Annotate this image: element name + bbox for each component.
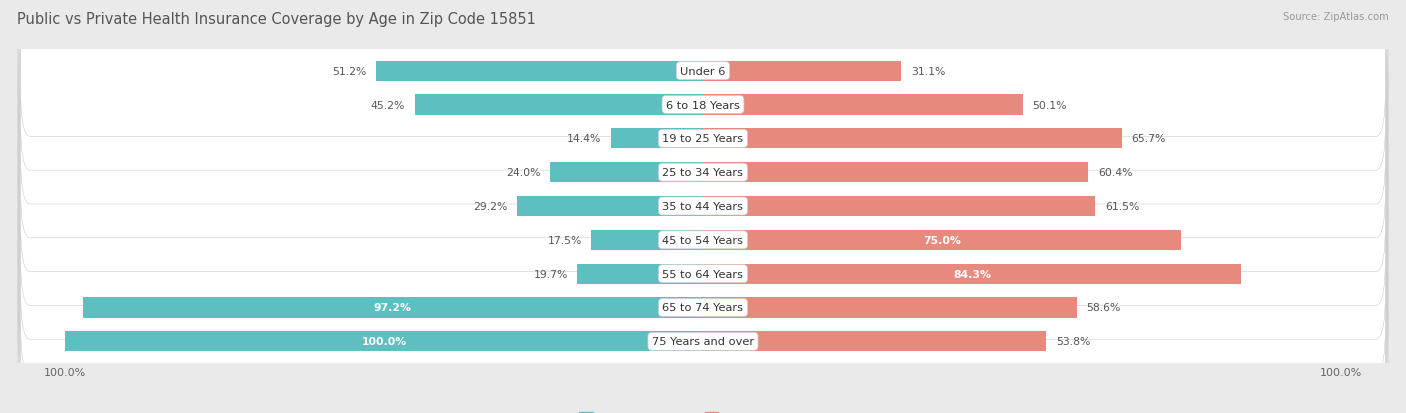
FancyBboxPatch shape	[21, 276, 1385, 407]
Text: 75 Years and over: 75 Years and over	[652, 337, 754, 347]
Text: 25 to 34 Years: 25 to 34 Years	[662, 168, 744, 178]
Text: 97.2%: 97.2%	[374, 303, 412, 313]
Text: 60.4%: 60.4%	[1098, 168, 1132, 178]
Bar	[703, 230, 1181, 250]
Text: 17.5%: 17.5%	[547, 235, 582, 245]
Text: Public vs Private Health Insurance Coverage by Age in Zip Code 15851: Public vs Private Health Insurance Cover…	[17, 12, 536, 27]
Text: 65.7%: 65.7%	[1132, 134, 1166, 144]
FancyBboxPatch shape	[17, 107, 1389, 239]
FancyBboxPatch shape	[17, 39, 1389, 171]
Text: 75.0%: 75.0%	[924, 235, 962, 245]
Bar	[703, 264, 1240, 284]
FancyBboxPatch shape	[17, 6, 1389, 137]
FancyBboxPatch shape	[21, 175, 1385, 306]
Text: 84.3%: 84.3%	[953, 269, 991, 279]
Text: 50.1%: 50.1%	[1032, 100, 1067, 110]
Text: 19.7%: 19.7%	[533, 269, 568, 279]
Bar	[83, 298, 703, 318]
Text: 31.1%: 31.1%	[911, 66, 945, 76]
FancyBboxPatch shape	[17, 174, 1389, 306]
Text: 55 to 64 Years: 55 to 64 Years	[662, 269, 744, 279]
FancyBboxPatch shape	[21, 40, 1385, 171]
Bar	[703, 163, 1088, 183]
Text: Source: ZipAtlas.com: Source: ZipAtlas.com	[1284, 12, 1389, 22]
Text: 24.0%: 24.0%	[506, 168, 540, 178]
Text: 6 to 18 Years: 6 to 18 Years	[666, 100, 740, 110]
Text: 35 to 44 Years: 35 to 44 Years	[662, 202, 744, 211]
FancyBboxPatch shape	[17, 242, 1389, 374]
FancyBboxPatch shape	[17, 276, 1389, 407]
FancyBboxPatch shape	[21, 209, 1385, 339]
Text: 45 to 54 Years: 45 to 54 Years	[662, 235, 744, 245]
FancyBboxPatch shape	[21, 107, 1385, 238]
Bar	[703, 62, 901, 82]
Bar	[703, 298, 1077, 318]
Bar	[592, 230, 703, 250]
FancyBboxPatch shape	[17, 208, 1389, 340]
Bar	[377, 62, 703, 82]
Bar	[703, 196, 1095, 217]
Text: 100.0%: 100.0%	[361, 337, 406, 347]
Text: 53.8%: 53.8%	[1056, 337, 1090, 347]
Bar	[612, 129, 703, 149]
FancyBboxPatch shape	[17, 73, 1389, 205]
Text: 51.2%: 51.2%	[332, 66, 367, 76]
Text: 29.2%: 29.2%	[472, 202, 508, 211]
Bar	[703, 95, 1022, 115]
Bar	[65, 331, 703, 351]
Bar	[703, 129, 1122, 149]
FancyBboxPatch shape	[21, 6, 1385, 137]
Text: 65 to 74 Years: 65 to 74 Years	[662, 303, 744, 313]
Text: Under 6: Under 6	[681, 66, 725, 76]
Legend: Public Insurance, Private Insurance: Public Insurance, Private Insurance	[575, 407, 831, 413]
Text: 58.6%: 58.6%	[1087, 303, 1121, 313]
Bar	[578, 264, 703, 284]
Text: 45.2%: 45.2%	[371, 100, 405, 110]
FancyBboxPatch shape	[21, 141, 1385, 272]
FancyBboxPatch shape	[21, 74, 1385, 204]
Bar	[550, 163, 703, 183]
Bar	[517, 196, 703, 217]
Text: 19 to 25 Years: 19 to 25 Years	[662, 134, 744, 144]
Bar	[415, 95, 703, 115]
FancyBboxPatch shape	[21, 242, 1385, 373]
Text: 14.4%: 14.4%	[567, 134, 602, 144]
Bar	[703, 331, 1046, 351]
FancyBboxPatch shape	[17, 141, 1389, 272]
Text: 61.5%: 61.5%	[1105, 202, 1139, 211]
